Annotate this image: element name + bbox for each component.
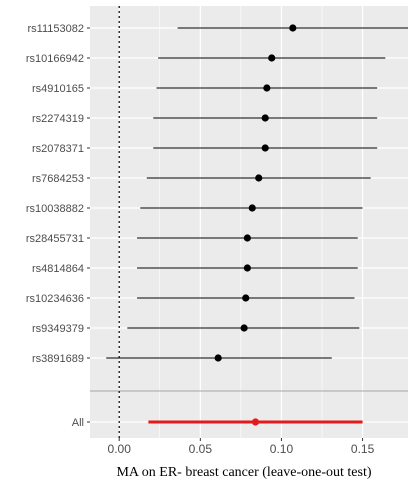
estimate-point-7 — [243, 234, 251, 242]
summary-point — [251, 418, 260, 426]
estimate-point-5 — [255, 174, 263, 182]
summary-label: All — [72, 417, 84, 429]
x-tick-labels: 0.00 0.05 0.10 0.15 — [108, 438, 375, 456]
estimate-point-1 — [268, 54, 276, 62]
snp-label-6: rs10038882 — [26, 203, 84, 215]
snp-label-9: rs10234636 — [26, 293, 84, 305]
plot-panel — [90, 6, 408, 438]
y-tick-labels: rs11153082 rs10166942 rs4910165 rs2274319 rs… — [26, 23, 90, 429]
estimate-point-0 — [289, 24, 297, 32]
snp-label-2: rs4910165 — [32, 83, 84, 95]
snp-label-5: rs7684253 — [32, 173, 84, 185]
estimate-point-6 — [248, 204, 256, 212]
snp-label-3: rs2274319 — [32, 113, 84, 125]
estimate-point-11 — [214, 354, 222, 362]
estimate-point-2 — [263, 84, 271, 92]
snp-label-10: rs9349379 — [32, 323, 84, 335]
estimate-point-4 — [261, 144, 269, 152]
x-tick-label-2: 0.10 — [270, 442, 294, 456]
snp-label-11: rs3891689 — [32, 353, 84, 365]
estimate-marks — [106, 24, 408, 426]
snp-label-0: rs11153082 — [28, 23, 84, 35]
estimate-point-3 — [261, 114, 269, 122]
snp-label-4: rs2078371 — [32, 143, 84, 155]
snp-label-1: rs10166942 — [26, 53, 84, 65]
snp-label-8: rs4814864 — [32, 263, 84, 275]
estimate-point-9 — [242, 294, 250, 302]
x-tick-label-0: 0.00 — [108, 442, 132, 456]
x-tick-label-3: 0.15 — [351, 442, 375, 456]
snp-label-7: rs28455731 — [26, 233, 84, 245]
x-tick-label-1: 0.05 — [189, 442, 213, 456]
estimate-point-10 — [240, 324, 248, 332]
x-axis-title: MA on ER- breast cancer (leave-one-out t… — [116, 465, 371, 480]
estimate-point-8 — [243, 264, 251, 272]
